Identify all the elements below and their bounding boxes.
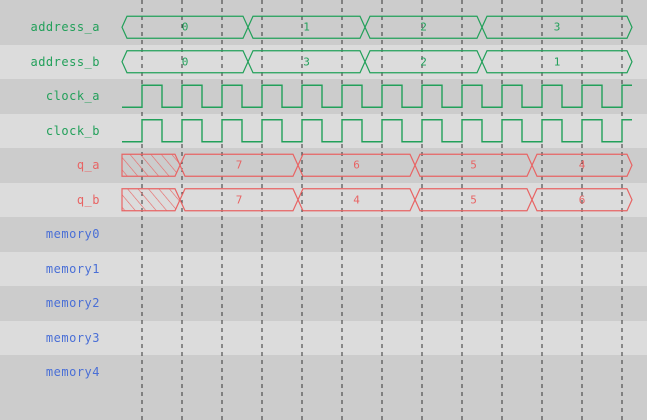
signal-label-address_a[interactable]: address_a [30,20,100,35]
bus-value: 4 [353,193,360,207]
bus-value: 6 [578,193,586,207]
row-band [0,251,647,286]
bus-value: 4 [578,158,586,172]
signal-label-memory3[interactable]: memory3 [45,330,100,345]
bus-value: 5 [470,193,477,207]
bus-value: 6 [353,158,360,172]
row-band [0,286,647,321]
signal-label-q_a[interactable]: q_a [76,158,100,173]
bus-value: 2 [420,20,427,34]
signal-label-memory2[interactable]: memory2 [45,296,100,311]
bus-value: 3 [303,55,310,69]
signal-label-q_b[interactable]: q_b [76,192,100,207]
signal-label-address_b[interactable]: address_b [30,54,100,69]
bus-value: 1 [303,20,310,34]
bus-value: 7 [235,193,243,207]
signal-label-memory4[interactable]: memory4 [45,365,100,380]
signal-label-memory0[interactable]: memory0 [45,227,100,242]
bus-value: 5 [470,158,477,172]
bus-value: 2 [420,55,427,69]
bus-value: 7 [235,158,243,172]
bus-value: 0 [181,20,189,34]
bus-value: 3 [553,20,561,34]
row-band [0,355,647,390]
signal-label-memory1[interactable]: memory1 [45,261,100,276]
row-band [0,217,647,252]
bus-value: 1 [553,55,561,69]
signal-label-clock_a[interactable]: clock_a [45,89,100,104]
bus-value: 0 [181,55,189,69]
signal-label-clock_b[interactable]: clock_b [45,123,100,138]
row-band [0,320,647,355]
